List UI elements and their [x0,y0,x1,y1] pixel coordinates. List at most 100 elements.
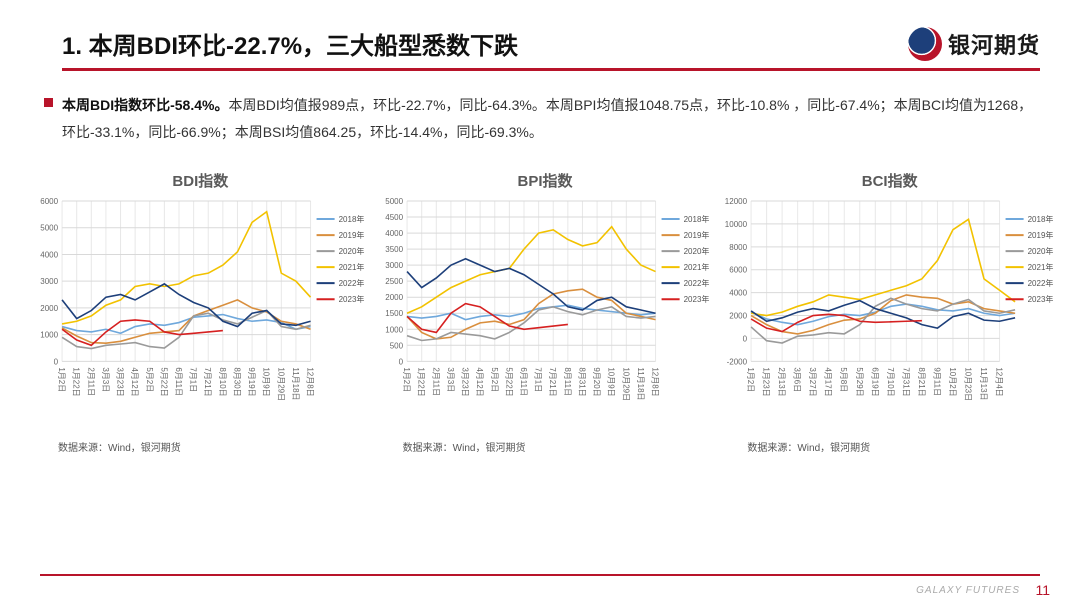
svg-text:1月2日: 1月2日 [57,367,66,392]
svg-text:5月2日: 5月2日 [489,367,498,392]
svg-text:1月23日: 1月23日 [762,367,771,396]
svg-text:2018年: 2018年 [683,214,709,224]
svg-text:0: 0 [743,334,748,343]
svg-text:2020年: 2020年 [1028,246,1054,256]
series-2021年 [62,212,310,324]
svg-text:8月21日: 8月21日 [917,367,926,396]
svg-text:5月22日: 5月22日 [504,367,513,396]
svg-text:500: 500 [389,341,403,350]
svg-text:2018年: 2018年 [339,214,365,224]
svg-text:4000: 4000 [730,289,748,298]
svg-text:5月22日: 5月22日 [159,367,168,396]
chart-svg: -20000200040006000800010000120001月2日1月23… [719,195,1060,425]
svg-text:-2000: -2000 [727,357,748,366]
charts-row: BDI指数01000200030004000500060001月2日1月22日2… [30,170,1060,454]
svg-text:2000: 2000 [730,312,748,321]
svg-text:7月21日: 7月21日 [548,367,557,396]
svg-text:1月22日: 1月22日 [72,367,81,396]
svg-text:3月6日: 3月6日 [793,367,802,392]
chart-source: 数据来源：Wind，银河期货 [403,439,526,454]
svg-text:1000: 1000 [40,331,58,340]
svg-text:11月13日: 11月13日 [979,367,988,400]
svg-text:2019年: 2019年 [683,230,709,240]
chart-svg: 0500100015002000250030003500400045005000… [375,195,716,425]
svg-text:2021年: 2021年 [339,262,365,272]
svg-text:2019年: 2019年 [339,230,365,240]
svg-text:9月19日: 9月19日 [247,367,256,396]
series-2022年 [407,259,655,314]
svg-text:1000: 1000 [385,325,403,334]
chart-title: BCI指数 [862,170,918,191]
svg-text:4月12日: 4月12日 [130,367,139,396]
svg-text:5月8日: 5月8日 [840,367,849,392]
svg-text:2000: 2000 [385,293,403,302]
svg-text:6000: 6000 [40,197,58,206]
chart-title: BDI指数 [172,170,228,191]
svg-text:3000: 3000 [40,277,58,286]
svg-text:2022年: 2022年 [683,278,709,288]
brand-name: 银河期货 [948,28,1040,60]
svg-text:8月11日: 8月11日 [563,367,572,396]
chart-title: BPI指数 [518,170,573,191]
series-2020年 [751,298,1015,343]
page-number: 11 [1035,582,1050,598]
svg-text:1月2日: 1月2日 [402,367,411,392]
svg-text:12000: 12000 [725,197,748,206]
svg-text:2月11日: 2月11日 [431,367,440,396]
svg-text:9月20日: 9月20日 [592,367,601,396]
svg-text:6月11日: 6月11日 [519,367,528,396]
svg-text:2020年: 2020年 [683,246,709,256]
chart-svg: 01000200030004000500060001月2日1月22日2月11日3… [30,195,371,425]
logo-icon [908,27,942,61]
svg-text:10月29日: 10月29日 [621,367,630,401]
footer-brand-en: GALAXY FUTURES [916,585,1020,596]
svg-text:2022年: 2022年 [1028,278,1054,288]
header-rule [62,68,1040,71]
svg-text:2021年: 2021年 [683,262,709,272]
svg-text:10000: 10000 [725,220,748,229]
svg-text:7月31日: 7月31日 [902,367,911,396]
svg-text:3月23日: 3月23日 [460,367,469,396]
summary-paragraph: 本周BDI指数环比-58.4%。本周BDI均值报989点，环比-22.7%，同比… [62,92,1038,145]
svg-text:4500: 4500 [385,213,403,222]
svg-text:2023年: 2023年 [339,294,365,304]
svg-text:12月8日: 12月8日 [650,367,659,396]
svg-text:6000: 6000 [730,266,748,275]
series-2021年 [751,219,1015,315]
chart-BDI指数: BDI指数01000200030004000500060001月2日1月22日2… [30,170,371,454]
svg-text:7月1日: 7月1日 [189,367,198,392]
svg-text:0: 0 [398,357,403,366]
svg-text:2月13日: 2月13日 [777,367,786,396]
svg-text:0: 0 [54,357,59,366]
svg-text:3500: 3500 [385,245,403,254]
svg-text:12月4日: 12月4日 [995,367,1004,396]
svg-text:1月2日: 1月2日 [746,367,755,392]
summary-lead: 本周BDI指数环比-58.4%。 [62,97,228,113]
svg-text:6月19日: 6月19日 [871,367,880,396]
svg-text:10月23日: 10月23日 [964,367,973,401]
svg-text:4月12日: 4月12日 [475,367,484,396]
footer-rule [40,574,1040,576]
svg-text:8月30日: 8月30日 [232,367,241,396]
page-title: 1. 本周BDI环比-22.7%，三大船型悉数下跌 [62,26,518,61]
svg-text:5月29日: 5月29日 [855,367,864,396]
svg-text:12月8日: 12月8日 [306,367,315,396]
chart-source: 数据来源：Wind，银河期货 [747,439,870,454]
svg-text:4000: 4000 [385,229,403,238]
svg-text:2021年: 2021年 [1028,262,1054,272]
svg-text:6月11日: 6月11日 [174,367,183,396]
svg-text:5000: 5000 [40,224,58,233]
svg-text:11月18日: 11月18日 [636,367,645,400]
chart-BCI指数: BCI指数-20000200040006000800010000120001月2… [719,170,1060,454]
svg-text:2018年: 2018年 [1028,214,1054,224]
svg-text:10月2日: 10月2日 [948,367,957,396]
svg-text:2月11日: 2月11日 [86,367,95,396]
svg-text:11月18日: 11月18日 [291,367,300,400]
svg-text:3月23日: 3月23日 [116,367,125,396]
svg-text:10月9日: 10月9日 [606,367,615,396]
svg-text:2022年: 2022年 [339,278,365,288]
svg-text:2020年: 2020年 [339,246,365,256]
svg-text:8月31日: 8月31日 [577,367,586,396]
series-2023年 [62,320,223,345]
svg-text:2019年: 2019年 [1028,230,1054,240]
